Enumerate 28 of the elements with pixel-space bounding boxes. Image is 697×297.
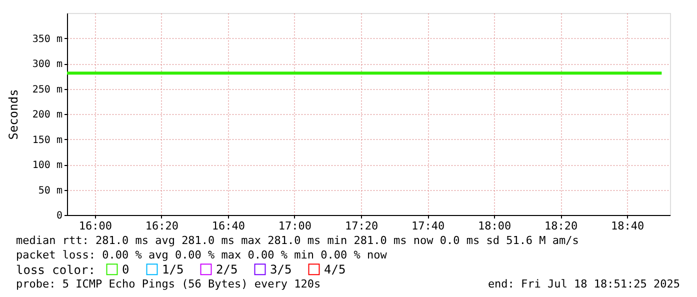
legend-label: 3/5 xyxy=(270,262,292,276)
y-tick-label: 200 m xyxy=(32,110,62,120)
y-tick-label: 300 m xyxy=(32,59,62,70)
text: packet loss: 0.00 % avg 0.00 % max 0.00 % min 0.00 % now xyxy=(16,248,388,262)
legend-title: loss color: xyxy=(16,263,96,277)
y-tick-label: 150 m xyxy=(32,134,62,146)
text: median rtt: 281.0 ms avg 281.0 ms max 281.0 ms min 281.0 ms now 0.0 ms sd 51.6 M am/s xyxy=(16,234,579,247)
x-tick-label: 18:00 xyxy=(478,220,512,232)
x-tick-label: 16:00 xyxy=(78,220,112,232)
x-tick-label: 17:00 xyxy=(278,220,312,232)
x-tick-label: 18:20 xyxy=(544,220,578,232)
x-tick-label: 16:20 xyxy=(145,220,179,232)
x-tick-label: 16:40 xyxy=(212,220,246,232)
legend-label: 2/5 xyxy=(216,262,238,276)
text: end: Fri Jul 18 18:51:25 2025 xyxy=(488,278,680,290)
x-tick-label: 17:20 xyxy=(344,220,378,232)
legend-label: 1/5 xyxy=(162,262,184,276)
legend-label: 0 xyxy=(122,262,130,276)
y-tick-label: 0 xyxy=(56,210,62,222)
y-tick-label: 50 m xyxy=(38,185,62,196)
text: probe: 5 ICMP Echo Pings (56 Bytes) every 120s xyxy=(16,278,321,290)
y-tick-label: 100 m xyxy=(32,160,62,171)
legend-label: 4/5 xyxy=(324,262,346,276)
y-tick-label: 350 m xyxy=(32,34,62,45)
y-axis-title: Seconds xyxy=(6,89,20,140)
x-tick-label: 17:40 xyxy=(411,220,445,232)
x-tick-label: 18:40 xyxy=(611,220,644,232)
y-tick-label: 250 m xyxy=(32,84,62,96)
